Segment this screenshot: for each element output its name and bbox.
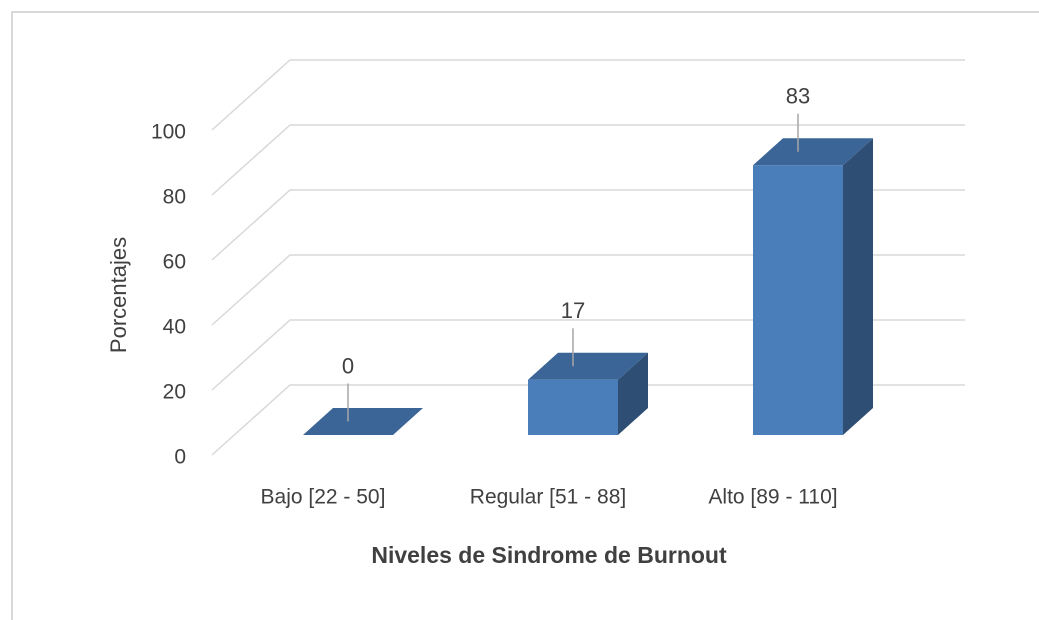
data-label: 0: [342, 353, 354, 378]
y-tick-label: 20: [163, 381, 186, 404]
frame: [11, 11, 1039, 620]
bar: [528, 352, 648, 435]
bar-top: [753, 138, 873, 166]
bar-side: [618, 352, 648, 435]
bar-front: [753, 165, 843, 435]
grid-line: [211, 384, 965, 456]
bar: [303, 408, 423, 435]
bar-front: [528, 379, 618, 435]
y-tick-label: 60: [163, 251, 186, 274]
data-label: 17: [561, 298, 585, 323]
grid-line: [211, 189, 965, 261]
grid-line: [211, 59, 965, 131]
y-tick-label: 80: [163, 186, 186, 209]
bar-side: [843, 138, 873, 435]
x-tick-label: Alto [89 - 110]: [708, 486, 837, 509]
y-tick-label: 0: [174, 446, 186, 469]
bar-top: [528, 352, 648, 380]
grid-line: [211, 319, 965, 391]
grid-line: [211, 124, 965, 196]
grid-line: [211, 254, 965, 326]
data-label: 83: [786, 84, 810, 109]
x-axis-title: Niveles de Sindrome de Burnout: [371, 542, 727, 568]
x-tick-label: Bajo [22 - 50]: [261, 486, 386, 509]
bar-top: [303, 408, 423, 435]
y-tick-label: 100: [151, 121, 186, 144]
bar: [753, 138, 873, 435]
x-tick-label: Regular [51 - 88]: [470, 486, 626, 509]
y-axis-title: Porcentajes: [106, 237, 131, 353]
y-tick-label: 40: [163, 316, 186, 339]
